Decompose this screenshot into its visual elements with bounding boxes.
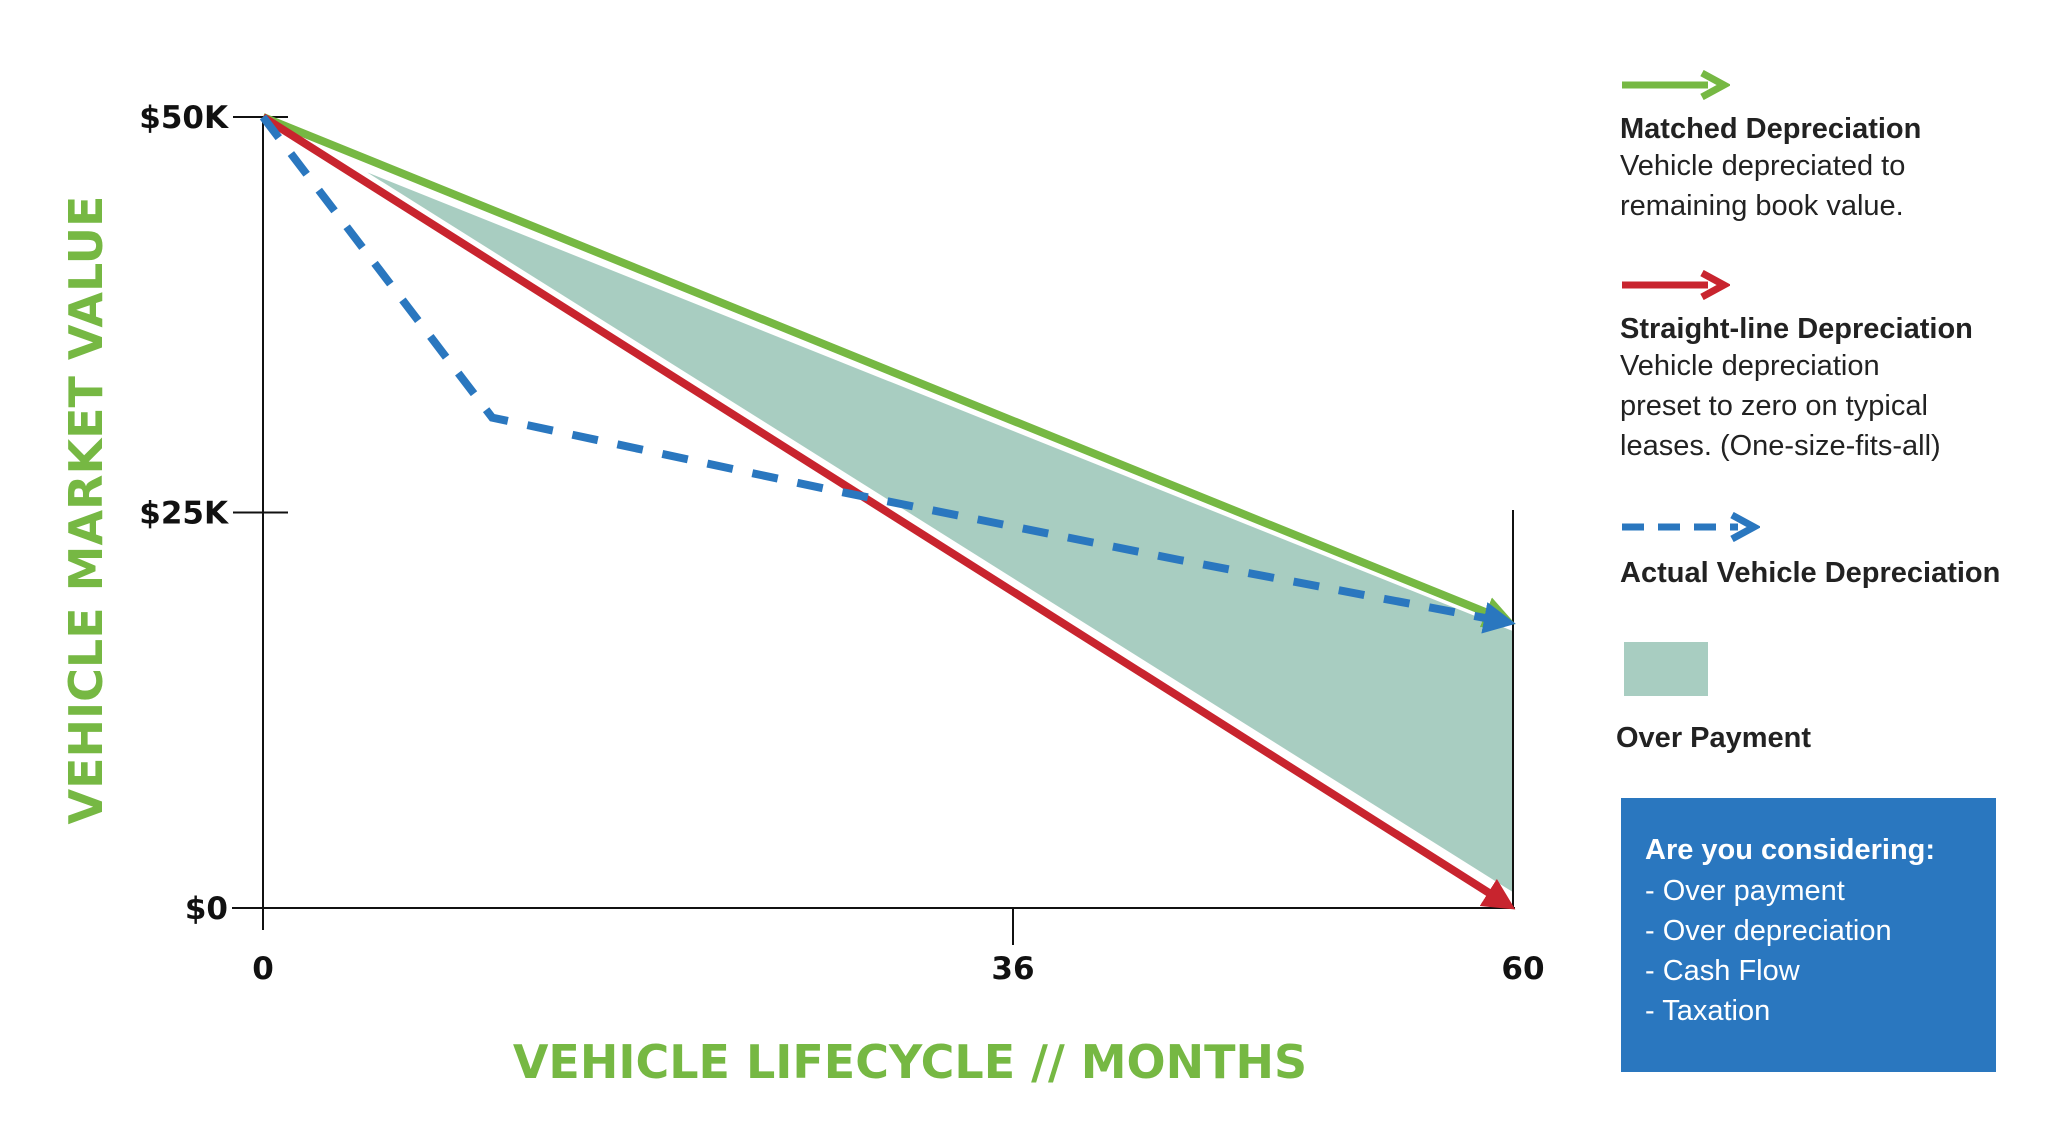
- x-axis-title: VEHICLE LIFECYCLE // MONTHS: [513, 1035, 1307, 1089]
- callout-item: - Over payment: [1645, 875, 1845, 907]
- legend-desc-straight: Vehicle depreciation preset to zero on t…: [1620, 350, 1941, 462]
- legend-title-matched: Matched Depreciation: [1620, 113, 1922, 145]
- legend-desc-matched: Vehicle depreciated to remaining book va…: [1620, 150, 1906, 222]
- green-arrow-icon: [1622, 69, 1732, 101]
- y-tick-label: $0: [185, 891, 228, 927]
- legend-title-overpay: Over Payment: [1616, 722, 1812, 754]
- x-tick-label: 60: [1501, 951, 1544, 987]
- x-tick-label: 0: [252, 951, 274, 987]
- x-tick-label: 36: [991, 951, 1034, 987]
- straight-line-depreciation-line: [260, 113, 1516, 910]
- legend-title-straight: Straight-line Depreciation: [1620, 313, 1973, 345]
- matched-depreciation-line: [261, 113, 1516, 628]
- callout-title: Are you considering:: [1645, 834, 1936, 866]
- legend-title-actual: Actual Vehicle Depreciation: [1620, 557, 2001, 589]
- legend-item-actual: Actual Vehicle Depreciation: [1620, 511, 2001, 590]
- legend-item-overpay: Over Payment: [1616, 642, 1811, 755]
- y-tick-label: $25K: [139, 496, 229, 532]
- callout-item: - Taxation: [1645, 995, 1771, 1027]
- considerations-callout: Are you considering: - Over payment - Ov…: [1621, 798, 1996, 1072]
- legend-item-straight: Straight-line Depreciation Vehicle depre…: [1620, 269, 2000, 466]
- over-payment-area: [367, 172, 1514, 893]
- axis-ticks: $0 $25K $50K 0 36 60: [139, 100, 1544, 987]
- depreciation-chart: $0 $25K $50K 0 36 60 VEHICLE LIFECYCLE // MON…: [59, 100, 1545, 1089]
- legend-item-matched: Matched Depreciation Vehicle depreciated…: [1620, 69, 2000, 226]
- actual-depreciation-line: [259, 114, 1516, 634]
- callout-item: - Over depreciation: [1645, 915, 1892, 947]
- blue-dashed-arrow-icon: [1622, 511, 1762, 543]
- red-arrow-icon: [1622, 269, 1732, 301]
- y-tick-label: $50K: [139, 100, 229, 136]
- callout-item: - Cash Flow: [1645, 955, 1800, 987]
- y-axis-title: VEHICLE MARKET VALUE: [59, 196, 113, 825]
- over-payment-swatch: [1624, 642, 1708, 696]
